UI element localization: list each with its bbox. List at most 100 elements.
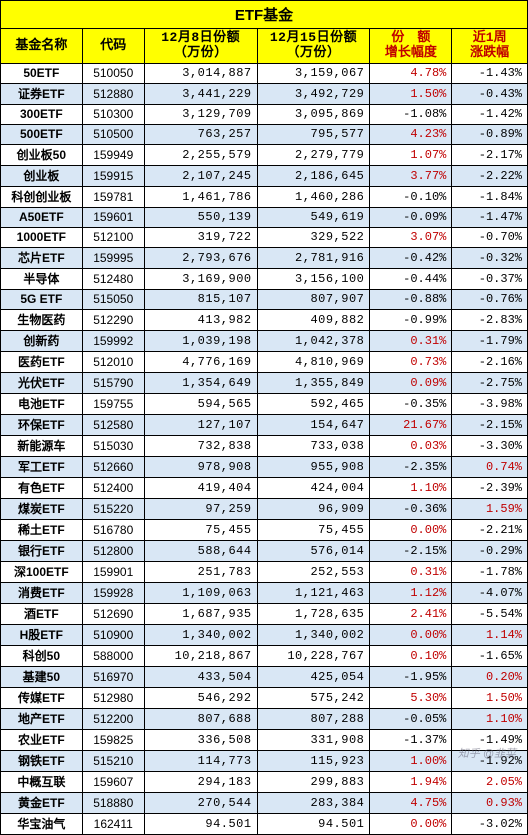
cell-code: 515030 xyxy=(82,435,144,456)
cell-name: 农业ETF xyxy=(1,729,83,750)
header-chg: 份 额增长幅度 xyxy=(370,29,452,64)
cell-chg: -0.42% xyxy=(370,247,452,268)
cell-chg: 1.12% xyxy=(370,582,452,603)
cell-code: 512290 xyxy=(82,309,144,330)
cell-v2: 94.501 xyxy=(257,813,370,834)
cell-code: 512100 xyxy=(82,227,144,247)
table-row: 酒ETF5126901,687,9351,728,6352.41%-5.54% xyxy=(1,603,528,624)
table-row: 深100ETF159901251,783252,5530.31%-1.78% xyxy=(1,561,528,582)
cell-v2: 3,492,729 xyxy=(257,83,370,104)
cell-code: 512200 xyxy=(82,708,144,729)
cell-code: 515790 xyxy=(82,372,144,393)
cell-code: 159915 xyxy=(82,165,144,186)
cell-name: 创业板50 xyxy=(1,144,83,165)
cell-v2: 3,095,869 xyxy=(257,104,370,124)
cell-v2: 576,014 xyxy=(257,540,370,561)
table-row: 1000ETF512100319,722329,5223.07%-0.70% xyxy=(1,227,528,247)
table-title: ETF基金 xyxy=(1,1,528,29)
cell-ret: -1.78% xyxy=(452,561,528,582)
cell-name: 300ETF xyxy=(1,104,83,124)
cell-v1: 2,793,676 xyxy=(144,247,257,268)
cell-name: 半导体 xyxy=(1,268,83,289)
cell-ret: -2.21% xyxy=(452,519,528,540)
cell-ret: 0.20% xyxy=(452,666,528,687)
cell-v1: 732,838 xyxy=(144,435,257,456)
cell-v1: 4,776,169 xyxy=(144,351,257,372)
table-row: 传媒ETF512980546,292575,2425.30%1.50% xyxy=(1,687,528,708)
cell-ret: 1.14% xyxy=(452,624,528,645)
cell-ret: -4.07% xyxy=(452,582,528,603)
table-row: 有色ETF512400419,404424,0041.10%-2.39% xyxy=(1,477,528,498)
cell-chg: -0.36% xyxy=(370,498,452,519)
cell-name: 环保ETF xyxy=(1,414,83,435)
cell-v1: 94.501 xyxy=(144,813,257,834)
cell-code: 512580 xyxy=(82,414,144,435)
cell-ret: -0.29% xyxy=(452,540,528,561)
cell-v1: 3,129,709 xyxy=(144,104,257,124)
table-row: 电池ETF159755594,565592,465-0.35%-3.98% xyxy=(1,393,528,414)
cell-v2: 96,909 xyxy=(257,498,370,519)
cell-v2: 252,553 xyxy=(257,561,370,582)
cell-ret: -0.43% xyxy=(452,83,528,104)
cell-v1: 75,455 xyxy=(144,519,257,540)
cell-ret: -0.89% xyxy=(452,124,528,144)
table-row: 农业ETF159825336,508331,908-1.37%-1.49% xyxy=(1,729,528,750)
cell-v2: 2,279,779 xyxy=(257,144,370,165)
cell-v1: 550,139 xyxy=(144,207,257,227)
cell-code: 510300 xyxy=(82,104,144,124)
table-row: 证券ETF5128803,441,2293,492,7291.50%-0.43% xyxy=(1,83,528,104)
cell-v1: 1,354,649 xyxy=(144,372,257,393)
cell-v1: 97,259 xyxy=(144,498,257,519)
cell-ret: -2.39% xyxy=(452,477,528,498)
cell-ret: -2.16% xyxy=(452,351,528,372)
cell-ret: -0.37% xyxy=(452,268,528,289)
cell-v1: 336,508 xyxy=(144,729,257,750)
cell-code: 518880 xyxy=(82,792,144,813)
cell-chg: -0.44% xyxy=(370,268,452,289)
cell-name: 500ETF xyxy=(1,124,83,144)
cell-chg: 21.67% xyxy=(370,414,452,435)
cell-name: 创业板 xyxy=(1,165,83,186)
cell-chg: 0.00% xyxy=(370,624,452,645)
header-v2: 12月15日份额（万份） xyxy=(257,29,370,64)
cell-name: 华宝油气 xyxy=(1,813,83,834)
cell-ret: -1.79% xyxy=(452,330,528,351)
cell-chg: 4.23% xyxy=(370,124,452,144)
table-row: 环保ETF512580127,107154,64721.67%-2.15% xyxy=(1,414,528,435)
cell-v1: 3,014,887 xyxy=(144,63,257,83)
cell-ret: -2.17% xyxy=(452,144,528,165)
cell-ret: -2.15% xyxy=(452,414,528,435)
cell-v2: 283,384 xyxy=(257,792,370,813)
table-body: 50ETF5100503,014,8873,159,0674.78%-1.43%… xyxy=(1,63,528,834)
cell-chg: -0.09% xyxy=(370,207,452,227)
cell-code: 588000 xyxy=(82,645,144,666)
table-row: 医药ETF5120104,776,1694,810,9690.73%-2.16% xyxy=(1,351,528,372)
cell-ret: -0.76% xyxy=(452,289,528,309)
header-ret: 近1周涨跌幅 xyxy=(452,29,528,64)
cell-v1: 294,183 xyxy=(144,771,257,792)
cell-code: 512660 xyxy=(82,456,144,477)
cell-v1: 433,504 xyxy=(144,666,257,687)
header-v1: 12月8日份额（万份） xyxy=(144,29,257,64)
cell-v1: 270,544 xyxy=(144,792,257,813)
cell-v1: 2,255,579 xyxy=(144,144,257,165)
cell-chg: 1.10% xyxy=(370,477,452,498)
cell-name: 深100ETF xyxy=(1,561,83,582)
cell-ret: -1.65% xyxy=(452,645,528,666)
table-row: 银行ETF512800588,644576,014-2.15%-0.29% xyxy=(1,540,528,561)
cell-v2: 1,042,378 xyxy=(257,330,370,351)
cell-code: 159949 xyxy=(82,144,144,165)
cell-name: 军工ETF xyxy=(1,456,83,477)
cell-ret: -1.42% xyxy=(452,104,528,124)
cell-code: 159755 xyxy=(82,393,144,414)
cell-code: 512010 xyxy=(82,351,144,372)
cell-v1: 1,340,002 xyxy=(144,624,257,645)
cell-ret: 1.50% xyxy=(452,687,528,708)
cell-chg: 3.77% xyxy=(370,165,452,186)
cell-code: 159601 xyxy=(82,207,144,227)
cell-name: 酒ETF xyxy=(1,603,83,624)
cell-code: 159825 xyxy=(82,729,144,750)
cell-code: 512480 xyxy=(82,268,144,289)
cell-chg: 0.31% xyxy=(370,561,452,582)
table-row: 创新药1599921,039,1981,042,3780.31%-1.79% xyxy=(1,330,528,351)
